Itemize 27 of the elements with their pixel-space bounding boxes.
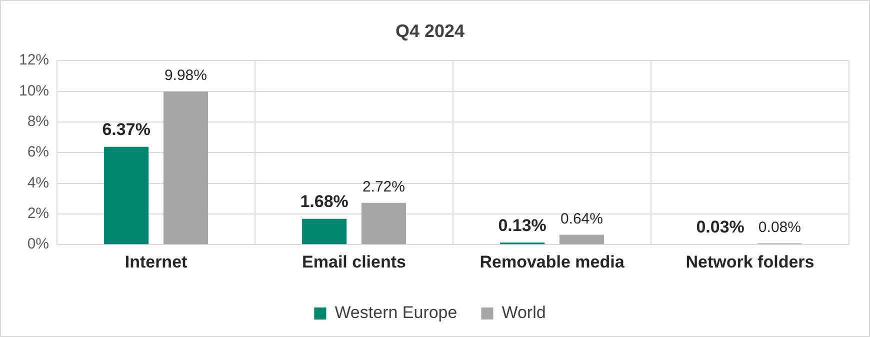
bar [163,92,208,244]
y-tick-label: 0% [27,236,50,253]
x-tick-label: Removable media [480,252,625,272]
data-label: 9.98% [164,67,207,84]
y-tick-label: 2% [27,205,50,222]
y-tick-label: 4% [27,174,50,192]
x-tick-label: Internet [124,252,188,272]
x-tick-label: Network folders [686,252,814,272]
data-label: 0.08% [758,219,801,236]
data-label: 0.03% [696,217,744,236]
data-label: 6.37% [102,120,150,140]
data-label: 2.72% [362,178,405,196]
x-tick-label: Email clients [302,252,406,272]
data-label: 0.64% [560,210,603,228]
bar [361,202,406,244]
y-tick-label: 12% [18,52,50,69]
y-tick-label: 8% [27,113,50,130]
data-label: 0.13% [498,216,546,235]
bar [302,218,347,244]
y-tick-label: 10% [18,82,50,100]
bar [559,234,604,244]
legend-label: Western Europe [334,303,458,322]
y-tick-label: 6% [27,144,50,161]
bar [104,146,149,244]
legend-label: World [502,303,546,322]
chart-title: Q4 2024 [395,20,465,41]
data-label: 1.68% [300,192,348,212]
